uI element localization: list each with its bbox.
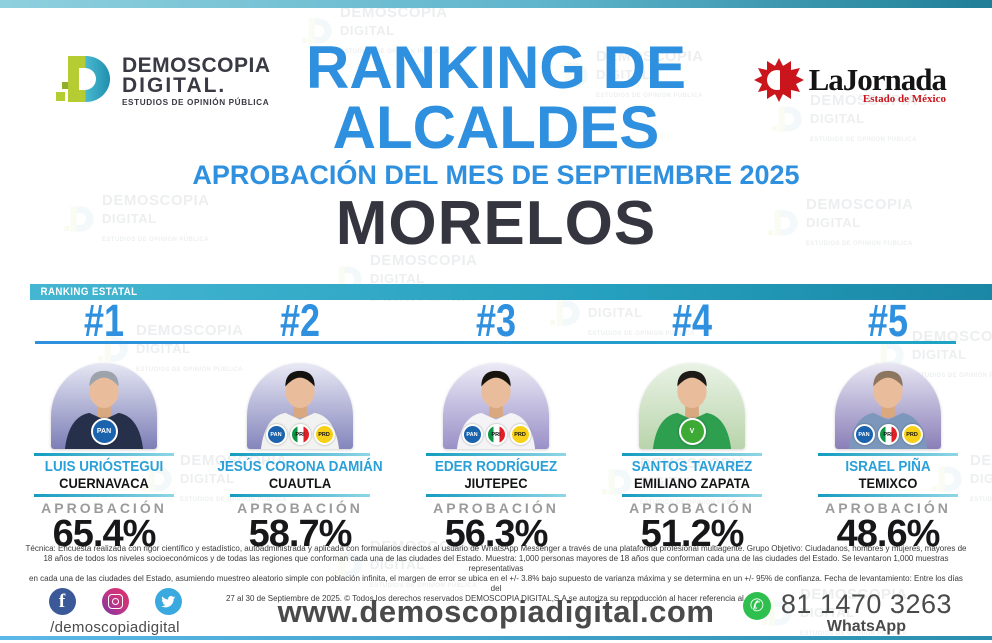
methodology-footnote: Técnica: Encuesta realizada con rigor ci… (24, 544, 968, 604)
rank-number: #5 (867, 295, 909, 346)
whatsapp-label: WhatsApp (826, 618, 906, 635)
rank-number: #2 (279, 295, 321, 346)
approval-value: 56.3% (444, 513, 549, 555)
website-url[interactable]: www.demoscopiadigital.com (277, 594, 715, 629)
whatsapp-block[interactable]: ✆ 81 1470 3263 WhatsApp (742, 589, 952, 636)
candidate-photo: PAN (51, 363, 157, 449)
whatsapp-number: 81 1470 3263 (780, 589, 952, 619)
lajornada-sun-icon (753, 56, 805, 113)
candidate-column-4: #4 V SANTOS TAVAREZ EMILIANO ZAPATA APRO… (594, 295, 790, 555)
approval-label: APROBACIÓN (629, 500, 755, 516)
footnote-line: Técnica: Encuesta realizada con rigor ci… (25, 544, 967, 553)
candidate-photo: V (639, 363, 745, 449)
candidate-photo: PAN PRI PRD (247, 363, 353, 449)
candidate-name: LUIS URIÓSTEGUI (44, 458, 164, 475)
social-block: f /demoscopiadigital (30, 588, 200, 636)
pri-party-badge: PRI (485, 424, 507, 445)
pan-party-badge: PAN (461, 424, 483, 445)
candidate-city: JIUTEPEC (464, 475, 528, 491)
candidate-photo: PAN PRI PRD (443, 363, 549, 449)
divider-line (818, 453, 958, 456)
bottom-accent-bar (0, 636, 992, 640)
candidate-column-2: #2 PAN PRI PRD JESÚS CORONA DAMIÁN CUAUTLA… (202, 295, 398, 555)
brand-tagline: ESTUDIOS DE OPINIÓN PÚBLICA (122, 98, 270, 107)
instagram-frame (107, 594, 123, 609)
lajornada-edition: Estado de México (862, 92, 946, 105)
approval-value: 51.2% (640, 513, 745, 555)
approval-value: 65.4% (52, 513, 157, 555)
footnote-line: 18 años de todos los niveles socioeconóm… (43, 554, 949, 573)
ranking-section-bar: RANKING ESTATAL (30, 284, 992, 300)
top-accent-bar (0, 0, 992, 8)
party-badges: V (639, 418, 745, 445)
footnote-line: 27 al 30 de Septiembre de 2025. © Todos … (225, 594, 767, 603)
divider-line (34, 494, 174, 497)
demoscopia-logo: DEMOSCOPIA DIGITAL. ESTUDIOS DE OPINIÓN … (52, 48, 271, 115)
demoscopia-d-icon (52, 48, 114, 115)
ranking-columns: #1 PAN LUIS URIÓSTEGUI CUERNAVACA APROBA… (6, 295, 986, 555)
rank-underline (35, 341, 956, 344)
divider-line (230, 494, 370, 497)
whatsapp-icon: ✆ (742, 592, 771, 620)
approval-label: APROBACIÓN (41, 500, 167, 516)
candidate-city: EMILIANO ZAPATA (634, 475, 750, 491)
twitter-icon[interactable] (154, 588, 182, 615)
lajornada-logo: LaJornada Estado de México (753, 56, 947, 113)
candidate-column-1: #1 PAN LUIS URIÓSTEGUI CUERNAVACA APROBA… (6, 295, 202, 555)
candidate-photo: PAN PRI PRD (835, 363, 941, 449)
pan-party-badge: PAN (90, 418, 118, 445)
party-badges: PAN PRI PRD (835, 424, 941, 445)
page-title-line1: RANKING DE (305, 34, 686, 101)
divider-line (622, 494, 762, 497)
facebook-icon[interactable]: f (48, 588, 76, 615)
candidate-name: ISRAEL PIÑA (845, 458, 931, 475)
approval-value: 58.7% (248, 513, 353, 555)
divider-line (818, 494, 958, 497)
approval-label: APROBACIÓN (237, 500, 363, 516)
prd-party-badge: PRD (313, 424, 335, 445)
candidate-city: CUERNAVACA (59, 475, 149, 491)
candidate-column-3: #3 PAN PRI PRD EDER RODRÍGUEZ JIUTEPEC APR… (398, 295, 594, 555)
party-badges: PAN PRI PRD (443, 424, 549, 445)
lajornada-name: LaJornada (808, 61, 947, 97)
approval-value: 48.6% (836, 513, 941, 555)
brand-name2: DIGITAL. (122, 74, 227, 97)
page-subtitle: APROBACIÓN DEL MES DE SEPTIEMBRE 2025 (192, 160, 800, 190)
party-badges: PAN (51, 418, 157, 445)
candidate-city: TEMIXCO (858, 475, 918, 491)
divider-line (230, 453, 370, 456)
title-block: RANKING DE ALCALDES APROBACIÓN DEL MES D… (0, 38, 992, 257)
ranking-section-label: RANKING ESTATAL (40, 286, 138, 298)
state-title: MORELOS (335, 189, 657, 258)
divider-line (34, 453, 174, 456)
pvem-party-badge: V (678, 418, 706, 445)
divider-line (622, 453, 762, 456)
approval-label: APROBACIÓN (433, 500, 559, 516)
brand-name: DEMOSCOPIA (122, 54, 271, 77)
social-handle[interactable]: /demoscopiadigital (50, 619, 180, 636)
prd-party-badge: PRD (509, 424, 531, 445)
footnote-line: en cada una de las ciudades del Estado, … (29, 574, 963, 593)
pan-party-badge: PAN (265, 424, 287, 445)
candidate-column-5: #5 PAN PRI PRD ISRAEL PIÑA TEMIXCO APROBAC… (790, 295, 986, 555)
candidate-name: EDER RODRÍGUEZ (434, 458, 558, 475)
candidate-name: SANTOS TAVAREZ (631, 458, 753, 475)
instagram-icon[interactable] (101, 588, 129, 615)
approval-label: APROBACIÓN (825, 500, 951, 516)
pri-party-badge: PRI (289, 424, 311, 445)
candidate-name: JESÚS CORONA DAMIÁN (217, 458, 383, 475)
divider-line (426, 453, 566, 456)
divider-line (426, 494, 566, 497)
rank-number: #3 (475, 295, 517, 346)
prd-party-badge: PRD (901, 424, 923, 445)
rank-number: #1 (83, 295, 125, 346)
pan-party-badge: PAN (853, 424, 875, 445)
party-badges: PAN PRI PRD (247, 424, 353, 445)
rank-number: #4 (671, 295, 713, 346)
page-title-line2: ALCALDES (332, 94, 660, 161)
candidate-city: CUAUTLA (268, 475, 332, 491)
pri-party-badge: PRI (877, 424, 899, 445)
